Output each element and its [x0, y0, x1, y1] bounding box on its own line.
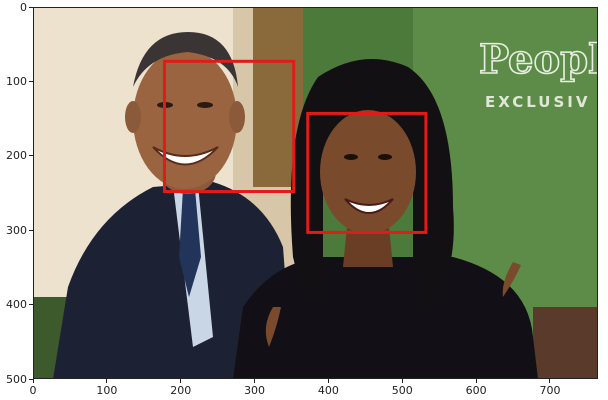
man-head — [133, 49, 237, 189]
man-smile — [152, 146, 219, 166]
photo-scene: People EXCLUSIV — [33, 7, 598, 379]
face-box-2 — [306, 111, 428, 234]
x-tick-label: 400 — [317, 384, 339, 397]
image-canvas: People EXCLUSIV — [33, 7, 598, 379]
man-suit — [53, 182, 293, 379]
man-tie — [179, 189, 201, 297]
x-tick-mark — [401, 379, 403, 383]
x-tick-mark — [106, 379, 108, 383]
y-tick-label: 500 — [6, 372, 27, 386]
woman-hair — [290, 59, 454, 307]
woman-eye-right — [378, 154, 392, 160]
woman-head — [320, 110, 416, 234]
x-tick-label: 200 — [170, 384, 192, 397]
y-tick-mark — [29, 80, 33, 82]
woman-shoulder-cutout-left — [265, 307, 281, 347]
x-tick-mark — [254, 379, 256, 383]
man-hair — [133, 32, 238, 87]
y-tick-label: 300 — [6, 223, 27, 237]
y-tick-label: 0 — [20, 0, 27, 14]
y-tick-mark — [29, 304, 33, 306]
man-ear-left — [125, 101, 141, 133]
x-tick-label: 700 — [539, 384, 561, 397]
y-tick-label: 200 — [6, 149, 27, 163]
x-tick-label: 300 — [244, 384, 266, 397]
x-tick-mark — [475, 379, 477, 383]
woman-dress — [233, 257, 538, 379]
y-tick-mark — [29, 155, 33, 157]
y-tick-mark — [29, 229, 33, 231]
y-tick-label: 400 — [6, 298, 27, 312]
x-tick-label: 0 — [29, 384, 37, 397]
x-tick-mark — [180, 379, 182, 383]
man-ear-right — [229, 101, 245, 133]
woman-eye-left — [344, 154, 358, 160]
y-tick-label: 100 — [6, 74, 27, 88]
x-tick-label: 600 — [465, 384, 487, 397]
x-tick-label: 100 — [96, 384, 118, 397]
x-tick-mark — [327, 379, 329, 383]
woman-shoulder-cutout-right — [502, 262, 521, 297]
watermark-label: EXCLUSIV — [485, 93, 590, 111]
man-eye-right — [197, 102, 213, 108]
y-tick-mark — [29, 378, 33, 380]
face-boxes — [162, 59, 428, 234]
x-tick-label: 500 — [391, 384, 413, 397]
bg-floor-right — [533, 307, 598, 379]
x-tick-mark — [549, 379, 551, 383]
watermark-brand: People — [479, 36, 598, 83]
y-tick-mark — [29, 6, 33, 8]
face-box-1 — [162, 59, 296, 194]
x-tick-mark — [32, 379, 34, 383]
woman-smile — [344, 198, 394, 214]
